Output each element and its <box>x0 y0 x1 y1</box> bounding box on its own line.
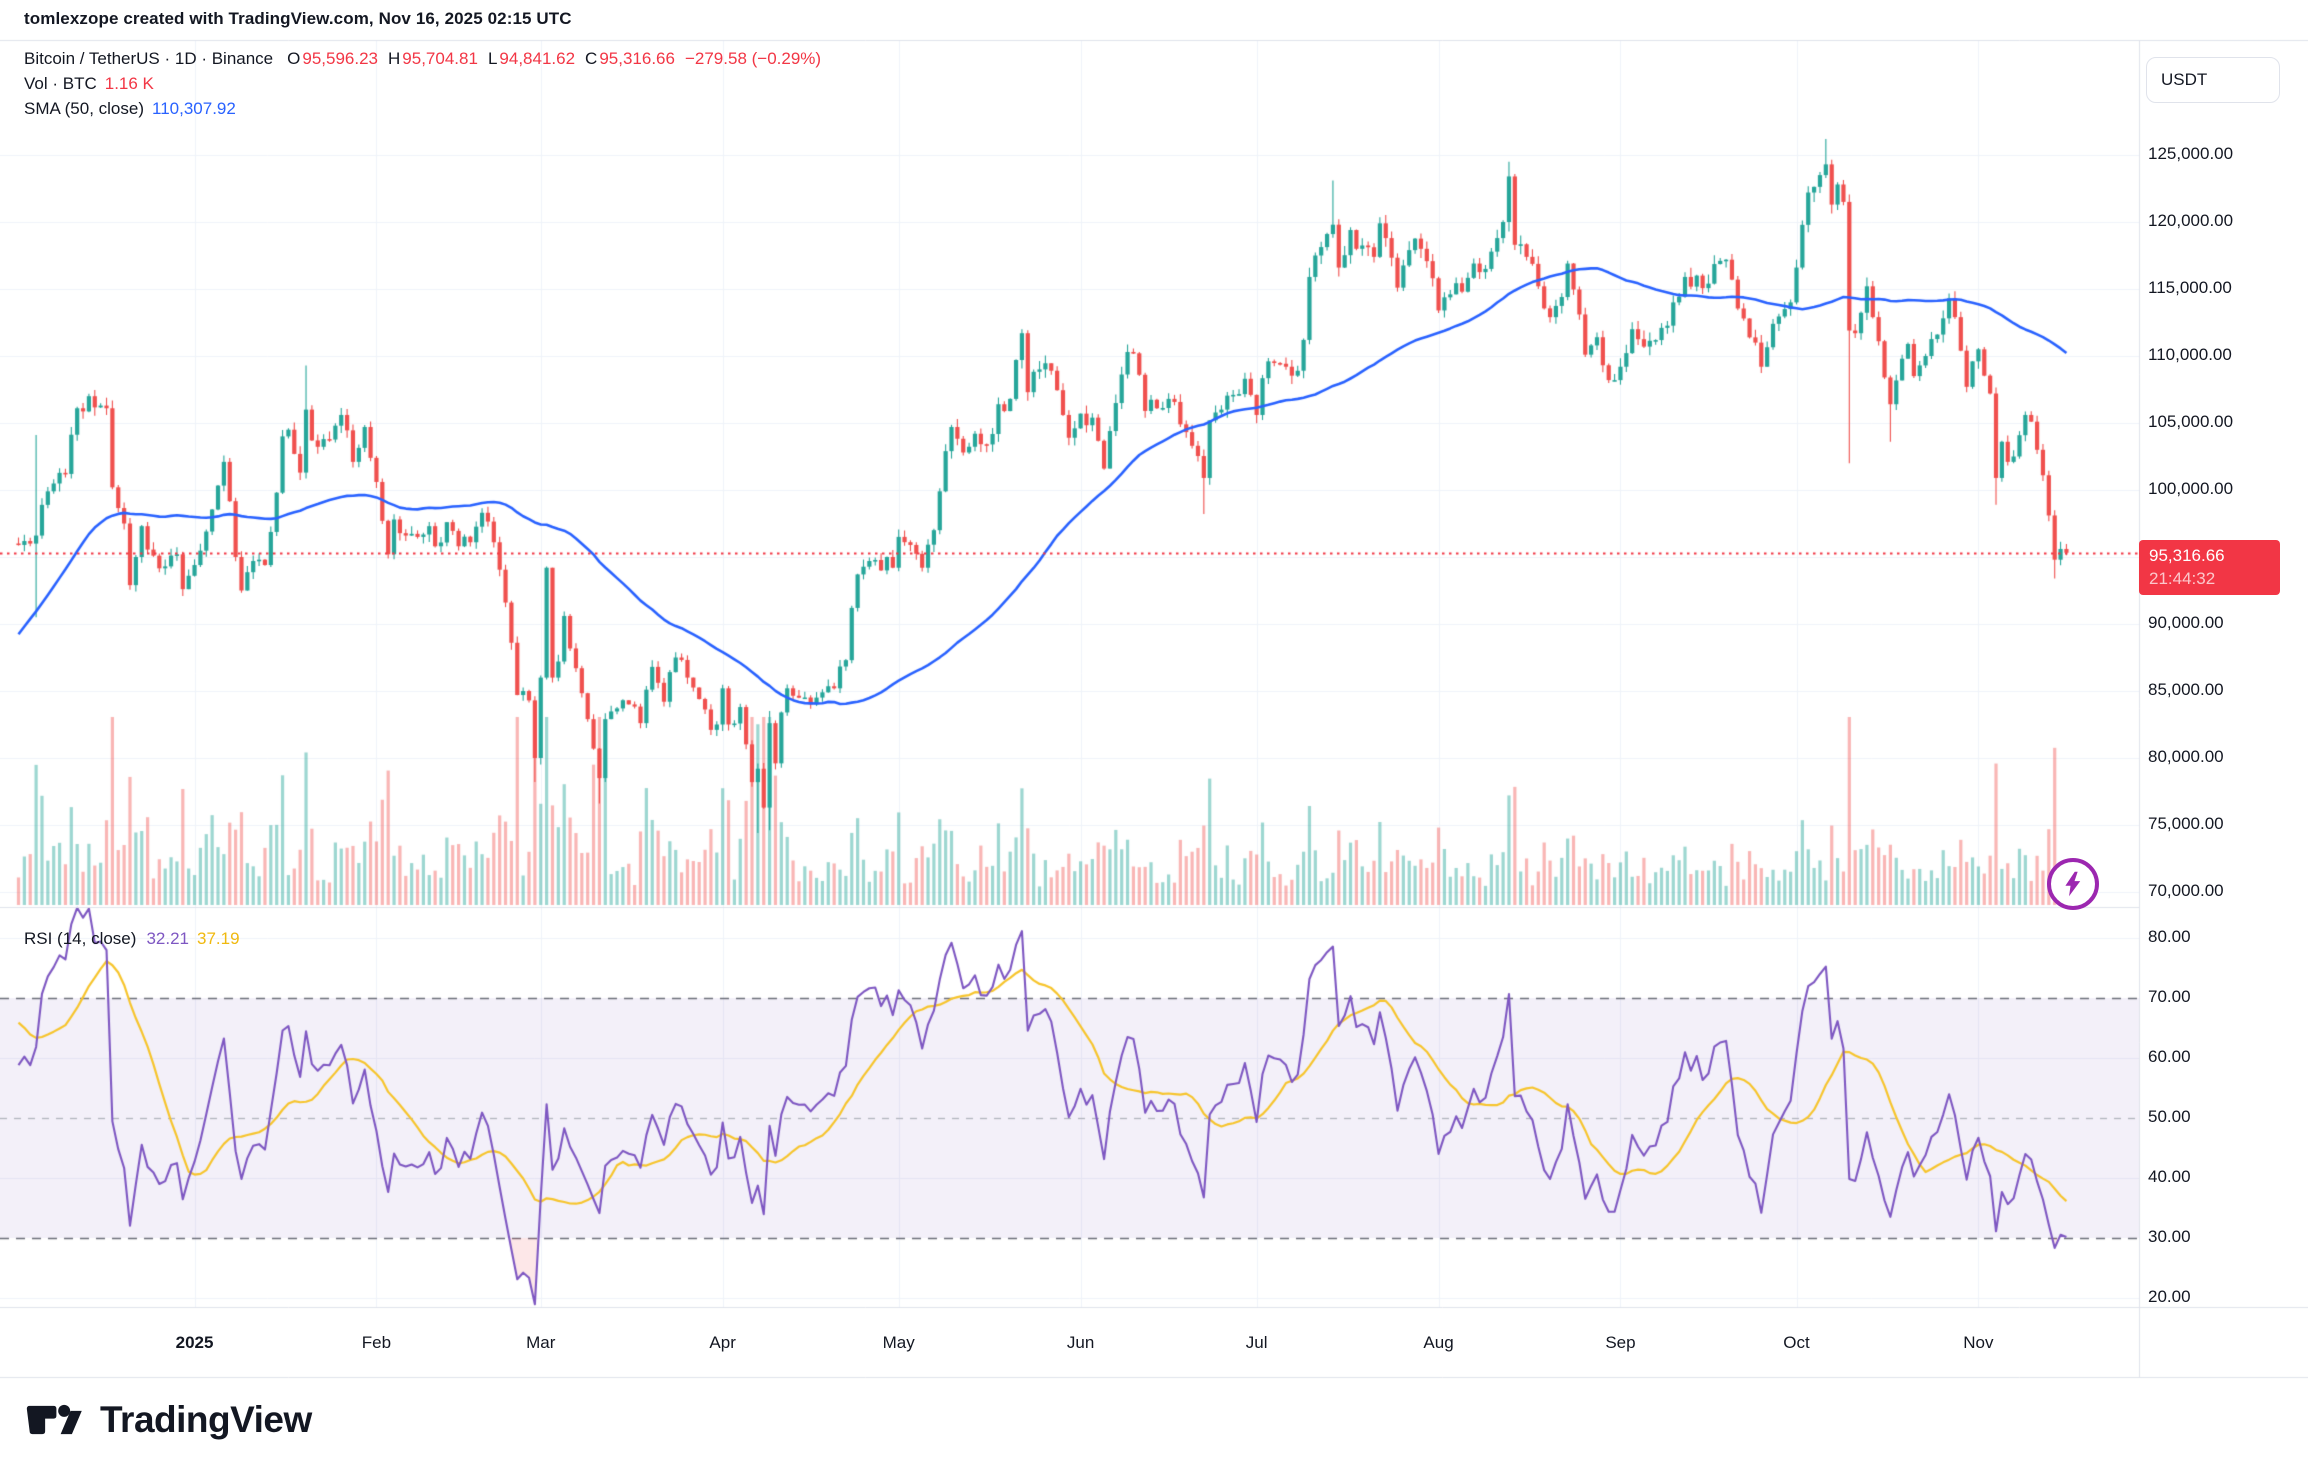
time-axis-label: Jul <box>1245 1333 1268 1352</box>
tradingview-logo-mark <box>26 1404 82 1435</box>
tradingview-brand-text: TradingView <box>100 1399 312 1440</box>
tradingview-logo[interactable]: TradingView <box>24 1392 312 1448</box>
currency-toggle-button[interactable]: USDT <box>2146 57 2280 103</box>
price-axis-label: 100,000.00 <box>2148 479 2234 498</box>
rsi-axis-label: 50.00 <box>2148 1107 2191 1126</box>
rsi-axis-label: 30.00 <box>2148 1227 2191 1246</box>
last-price-badge: 95,316.66 21:44:32 <box>2139 540 2280 595</box>
price-axis-label: 125,000.00 <box>2148 144 2234 163</box>
rsi-value: 32.21 <box>146 929 189 948</box>
last-price-value: 95,316.66 <box>2149 546 2225 565</box>
rsi-axis-label: 70.00 <box>2148 987 2191 1006</box>
ohlc-open-label: O <box>287 49 301 68</box>
rsi-ma-value: 37.19 <box>196 929 240 948</box>
price-axis-label: 120,000.00 <box>2148 211 2234 230</box>
time-axis-label: Sep <box>1605 1333 1636 1352</box>
symbol-legend: Bitcoin / TetherUS · 1D · Binance O 95,596… <box>24 47 821 122</box>
ohlc-open-value: 95,596.23 <box>302 49 379 68</box>
price-axis-label: 90,000.00 <box>2148 613 2224 632</box>
price-axis-label: 110,000.00 <box>2148 345 2232 364</box>
time-axis-label: Jun <box>1066 1333 1095 1352</box>
symbol-legend-row-main: Bitcoin / TetherUS · 1D · Binance O 95,596… <box>24 47 821 71</box>
price-axis-label: 80,000.00 <box>2148 747 2224 766</box>
price-axis-label: 115,000.00 <box>2148 278 2232 297</box>
watermark-attribution: tomlexzope created with TradingView.com,… <box>24 9 572 28</box>
volume-value: 1.16 K <box>104 74 154 93</box>
ohlc-close-label: C <box>585 49 598 68</box>
price-axis-label: 105,000.00 <box>2148 412 2234 431</box>
rsi-axis-label: 60.00 <box>2148 1047 2191 1066</box>
rsi-axis-label: 80.00 <box>2148 927 2191 946</box>
time-axis-label: Feb <box>361 1333 392 1352</box>
price-axis-label: 75,000.00 <box>2148 814 2224 833</box>
rsi-label[interactable]: RSI (14, close) <box>24 929 137 948</box>
time-axis-label: Apr <box>709 1333 736 1352</box>
rsi-axis-label: 20.00 <box>2148 1287 2191 1306</box>
volume-legend-row: Vol · BTC 1.16 K <box>24 72 821 96</box>
price-axis-label: 70,000.00 <box>2148 881 2224 900</box>
sma-value: 110,307.92 <box>152 99 236 118</box>
bar-countdown: 21:44:32 <box>2149 569 2216 588</box>
ohlc-close-value: 95,316.66 <box>599 49 675 68</box>
time-axis-label: Aug <box>1423 1333 1454 1352</box>
ohlc-low-label: L <box>487 49 498 68</box>
time-axis-label: 2025 <box>175 1333 214 1352</box>
lightning-icon <box>2065 871 2081 897</box>
sma-legend-row: SMA (50, close) 110,307.92 <box>24 97 821 121</box>
time-axis-label: Oct <box>1783 1333 1810 1352</box>
time-axis-label: Mar <box>526 1333 556 1352</box>
time-axis-label: May <box>882 1333 915 1352</box>
ohlc-high-value: 95,704.81 <box>402 49 478 68</box>
price-change: −279.58 (−0.29%) <box>684 49 822 68</box>
realtime-flash-button[interactable] <box>2047 858 2099 910</box>
symbol-title[interactable]: Bitcoin / TetherUS · 1D · Binance <box>24 49 274 68</box>
time-axis-label: Nov <box>1963 1333 1994 1352</box>
ohlc-high-label: H <box>388 49 401 68</box>
sma-label[interactable]: SMA (50, close) <box>24 99 144 118</box>
price-axis-label: 85,000.00 <box>2148 680 2224 699</box>
rsi-axis-label: 40.00 <box>2148 1167 2191 1186</box>
rsi-legend: RSI (14, close) 32.21 37.19 <box>24 929 240 949</box>
ohlc-low-value: 94,841.62 <box>499 49 576 68</box>
volume-label[interactable]: Vol · BTC <box>24 74 97 93</box>
